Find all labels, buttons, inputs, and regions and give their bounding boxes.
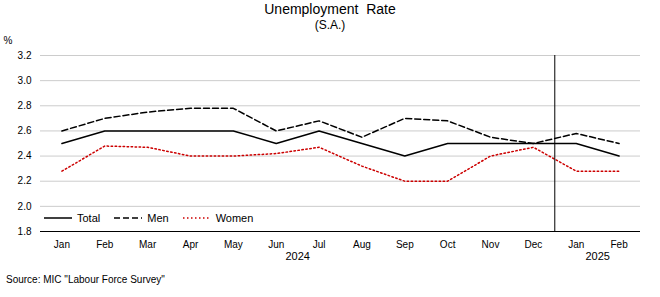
svg-text:2024: 2024 xyxy=(285,250,309,262)
svg-text:May: May xyxy=(224,239,243,250)
svg-text:Feb: Feb xyxy=(96,239,114,250)
html-text:Men: Men xyxy=(147,212,169,224)
svg-text:2025: 2025 xyxy=(585,250,609,262)
html-text:Total: Total xyxy=(77,212,101,224)
svg-text:Mar: Mar xyxy=(139,239,157,250)
svg-text:Sep: Sep xyxy=(396,239,414,250)
svg-text:Jan: Jan xyxy=(568,239,584,250)
svg-text:2.8: 2.8 xyxy=(18,100,32,111)
html-text:(S.A.): (S.A.) xyxy=(314,18,346,32)
svg-text:Feb: Feb xyxy=(610,239,628,250)
svg-text:Nov: Nov xyxy=(482,239,500,250)
svg-text:1.8: 1.8 xyxy=(18,226,32,237)
svg-text:Jan: Jan xyxy=(54,239,70,250)
svg-text:%: % xyxy=(4,35,13,46)
svg-text:3.2: 3.2 xyxy=(18,50,32,61)
svg-text:Jun: Jun xyxy=(268,239,284,250)
svg-text:Dec: Dec xyxy=(524,239,542,250)
svg-text:Apr: Apr xyxy=(183,239,199,250)
svg-text:Jul: Jul xyxy=(313,239,326,250)
svg-text:2.0: 2.0 xyxy=(18,201,32,212)
svg-text:2.4: 2.4 xyxy=(18,150,32,161)
svg-text:2.2: 2.2 xyxy=(18,175,32,186)
html-text:Women: Women xyxy=(215,212,254,224)
html-text:Unemployment Rate: Unemployment Rate xyxy=(264,1,396,17)
svg-text:3.0: 3.0 xyxy=(18,75,32,86)
html-text:Source: MIC "Labour Force Surv: Source: MIC "Labour Force Survey" xyxy=(6,274,165,285)
svg-text:Aug: Aug xyxy=(353,239,371,250)
svg-text:Oct: Oct xyxy=(440,239,456,250)
svg-text:2.6: 2.6 xyxy=(18,125,32,136)
